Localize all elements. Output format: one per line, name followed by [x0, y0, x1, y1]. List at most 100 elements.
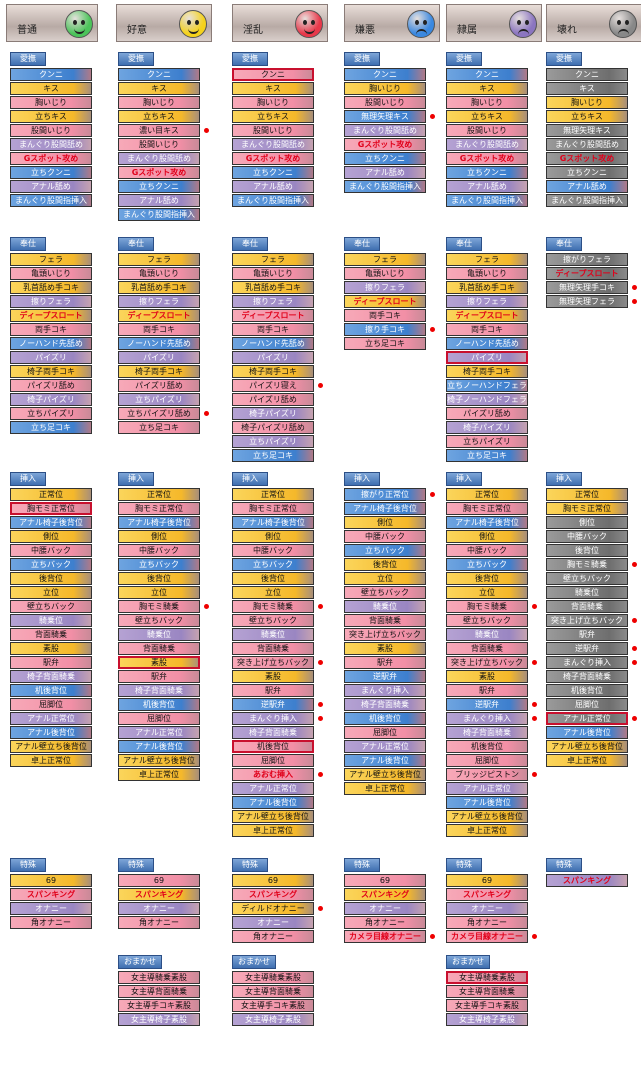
- action-button[interactable]: 女主導騎乗素股: [232, 971, 314, 984]
- action-button[interactable]: 立ちパイズリ: [446, 435, 528, 448]
- action-button[interactable]: 突き上げ立ちバック: [344, 628, 426, 641]
- action-button[interactable]: アナル舐め: [546, 180, 628, 193]
- action-button[interactable]: アナル正常位: [10, 712, 92, 725]
- action-button[interactable]: 立ちクンニ: [232, 166, 314, 179]
- action-button[interactable]: まんぐり股間指挿入: [446, 194, 528, 207]
- action-button[interactable]: まんぐり股間指挿入: [10, 194, 92, 207]
- action-button[interactable]: アナル正常位: [546, 712, 628, 725]
- action-button[interactable]: 側位: [344, 516, 426, 529]
- section-tab-houshi[interactable]: 奉仕: [232, 237, 268, 251]
- action-button[interactable]: パイズリ: [232, 351, 314, 364]
- action-button[interactable]: アナル舐め: [344, 166, 426, 179]
- action-button[interactable]: 騎乗位: [118, 628, 200, 641]
- action-button[interactable]: アナル舐め: [10, 180, 92, 193]
- action-button[interactable]: 正常位: [10, 488, 92, 501]
- action-button[interactable]: 擦りフェラ: [344, 281, 426, 294]
- action-button[interactable]: 椅子ノーハンドフェラ: [446, 393, 528, 406]
- action-button[interactable]: アナル後背位: [344, 754, 426, 767]
- action-button[interactable]: 立ちパイズリ舐め: [118, 407, 200, 420]
- action-button[interactable]: クンニ: [546, 68, 628, 81]
- action-button[interactable]: 亀頭いじり: [446, 267, 528, 280]
- action-button[interactable]: パイズリ舐め: [446, 407, 528, 420]
- action-button[interactable]: アナル後背位: [232, 796, 314, 809]
- action-button[interactable]: まんぐり股間指挿入: [546, 194, 628, 207]
- action-button[interactable]: アナル椅子後背位: [446, 516, 528, 529]
- section-tab-tokushu[interactable]: 特殊: [118, 858, 154, 872]
- section-tab-tokushu[interactable]: 特殊: [232, 858, 268, 872]
- action-button[interactable]: ディープスロート: [10, 309, 92, 322]
- action-button[interactable]: 後背位: [446, 572, 528, 585]
- action-button[interactable]: まんぐり股間舐め: [118, 152, 200, 165]
- action-button[interactable]: あおむ挿入: [232, 768, 314, 781]
- action-button[interactable]: 机後背位: [10, 684, 92, 697]
- action-button[interactable]: 駅弁: [344, 656, 426, 669]
- action-button[interactable]: 素股: [118, 656, 200, 669]
- action-button[interactable]: 立ちパイズリ: [10, 407, 92, 420]
- action-button[interactable]: 突き上げ立ちバック: [446, 656, 528, 669]
- action-button[interactable]: まんぐり股間舐め: [546, 138, 628, 151]
- action-button[interactable]: 卓上正常位: [232, 824, 314, 837]
- action-button[interactable]: 股間いじり: [344, 96, 426, 109]
- action-button[interactable]: 駅弁: [118, 670, 200, 683]
- action-button[interactable]: クンニ: [344, 68, 426, 81]
- action-button[interactable]: 正常位: [118, 488, 200, 501]
- action-button[interactable]: 乳首舐め手コキ: [118, 281, 200, 294]
- action-button[interactable]: パイズリ: [446, 351, 528, 364]
- action-button[interactable]: 机後背位: [546, 684, 628, 697]
- action-button[interactable]: アナル正常位: [344, 740, 426, 753]
- mood-header-3[interactable]: 嫌悪: [344, 4, 440, 42]
- action-button[interactable]: キス: [118, 82, 200, 95]
- action-button[interactable]: キス: [232, 82, 314, 95]
- action-button[interactable]: パイズリ舐め: [232, 393, 314, 406]
- action-button[interactable]: アナル壁立ち後背位: [446, 810, 528, 823]
- action-button[interactable]: 正常位: [232, 488, 314, 501]
- action-button[interactable]: フェラ: [344, 253, 426, 266]
- section-tab-houshi[interactable]: 奉仕: [118, 237, 154, 251]
- action-button[interactable]: 中腰バック: [232, 544, 314, 557]
- action-button[interactable]: 椅子背面騎乗: [118, 684, 200, 697]
- action-button[interactable]: 椅子パイズリ: [10, 393, 92, 406]
- action-button[interactable]: 逆駅弁: [232, 698, 314, 711]
- action-button[interactable]: 卓上正常位: [344, 782, 426, 795]
- action-button[interactable]: 胸モミ正常位: [446, 502, 528, 515]
- action-button[interactable]: 両手コキ: [232, 323, 314, 336]
- action-button[interactable]: 立ち足コキ: [344, 337, 426, 350]
- action-button[interactable]: 女主導椅子素股: [446, 1013, 528, 1026]
- action-button[interactable]: 立位: [118, 586, 200, 599]
- action-button[interactable]: 女主導背面騎乗: [446, 985, 528, 998]
- action-button[interactable]: 後背位: [546, 544, 628, 557]
- action-button[interactable]: 中腰バック: [446, 544, 528, 557]
- action-button[interactable]: アナル壁立ち後背位: [344, 768, 426, 781]
- action-button[interactable]: まんぐり挿入: [344, 684, 426, 697]
- action-button[interactable]: 両手コキ: [10, 323, 92, 336]
- action-button[interactable]: スパンキング: [546, 874, 628, 887]
- action-button[interactable]: Gスポット攻め: [546, 152, 628, 165]
- action-button[interactable]: まんぐり挿入: [546, 656, 628, 669]
- action-button[interactable]: 両手コキ: [118, 323, 200, 336]
- action-button[interactable]: パイズリ舐め: [118, 379, 200, 392]
- action-button[interactable]: 胸いじり: [546, 96, 628, 109]
- action-button[interactable]: 壁立ちバック: [344, 586, 426, 599]
- action-button[interactable]: 騎乗位: [10, 614, 92, 627]
- action-button[interactable]: パイズリ舐め: [10, 379, 92, 392]
- action-button[interactable]: 亀頭いじり: [10, 267, 92, 280]
- action-button[interactable]: 69: [344, 874, 426, 887]
- action-button[interactable]: ディルドオナニー: [232, 902, 314, 915]
- action-button[interactable]: 胸モミ正常位: [10, 502, 92, 515]
- section-tab-omakase[interactable]: おまかせ: [446, 955, 490, 969]
- action-button[interactable]: アナル後背位: [118, 740, 200, 753]
- action-button[interactable]: 立位: [446, 586, 528, 599]
- section-tab-aibu[interactable]: 愛撫: [118, 52, 154, 66]
- action-button[interactable]: 擦りフェラ: [446, 295, 528, 308]
- action-button[interactable]: 胸モミ正常位: [232, 502, 314, 515]
- action-button[interactable]: ディープスロート: [118, 309, 200, 322]
- action-button[interactable]: 椅子両手コキ: [118, 365, 200, 378]
- action-button[interactable]: 胸モミ正常位: [546, 502, 628, 515]
- action-button[interactable]: 胸モミ正常位: [118, 502, 200, 515]
- mood-header-0[interactable]: 普通: [6, 4, 98, 42]
- action-button[interactable]: 69: [118, 874, 200, 887]
- section-tab-sounyu[interactable]: 挿入: [546, 472, 582, 486]
- section-tab-tokushu[interactable]: 特殊: [344, 858, 380, 872]
- action-button[interactable]: ノーハンド先舐め: [10, 337, 92, 350]
- section-tab-tokushu[interactable]: 特殊: [10, 858, 46, 872]
